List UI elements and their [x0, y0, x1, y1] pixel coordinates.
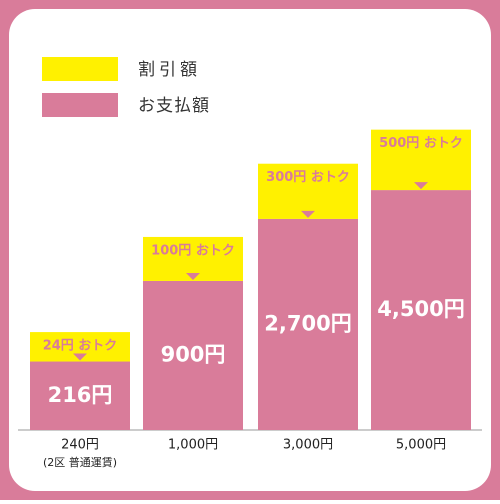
arrow	[414, 182, 428, 190]
bar-pay	[371, 190, 471, 430]
arrow	[73, 353, 87, 361]
arrow	[301, 210, 315, 218]
x-tick-label: 5,000円	[396, 438, 446, 453]
legend-label: 割引額	[138, 60, 201, 80]
legend-swatch	[42, 93, 118, 117]
pay-label: 900円	[161, 342, 226, 366]
bar-discount	[258, 163, 358, 219]
x-tick-label: 240円	[61, 438, 99, 453]
discount-label: 500円 おトク	[379, 136, 463, 151]
legend-swatch	[42, 57, 118, 81]
pay-label: 216円	[48, 383, 113, 407]
pay-label: 4,500円	[377, 297, 464, 321]
bar-pay	[30, 361, 130, 430]
discount-label: 24円 おトク	[43, 339, 118, 354]
discount-label: 100円 おトク	[151, 243, 235, 258]
x-tick-label: 3,000円	[283, 438, 333, 453]
bar-pay	[143, 280, 243, 430]
arrow	[186, 272, 200, 280]
legend-label: お支払額	[138, 96, 210, 116]
discount-label: 300円 おトク	[266, 170, 350, 185]
x-tick-label: 1,000円	[168, 438, 218, 453]
pay-label: 2,700円	[264, 311, 351, 335]
bar-discount	[371, 129, 471, 191]
bar-pay	[258, 218, 358, 430]
x-tick-note: (2区 普通運賃)	[43, 455, 117, 469]
